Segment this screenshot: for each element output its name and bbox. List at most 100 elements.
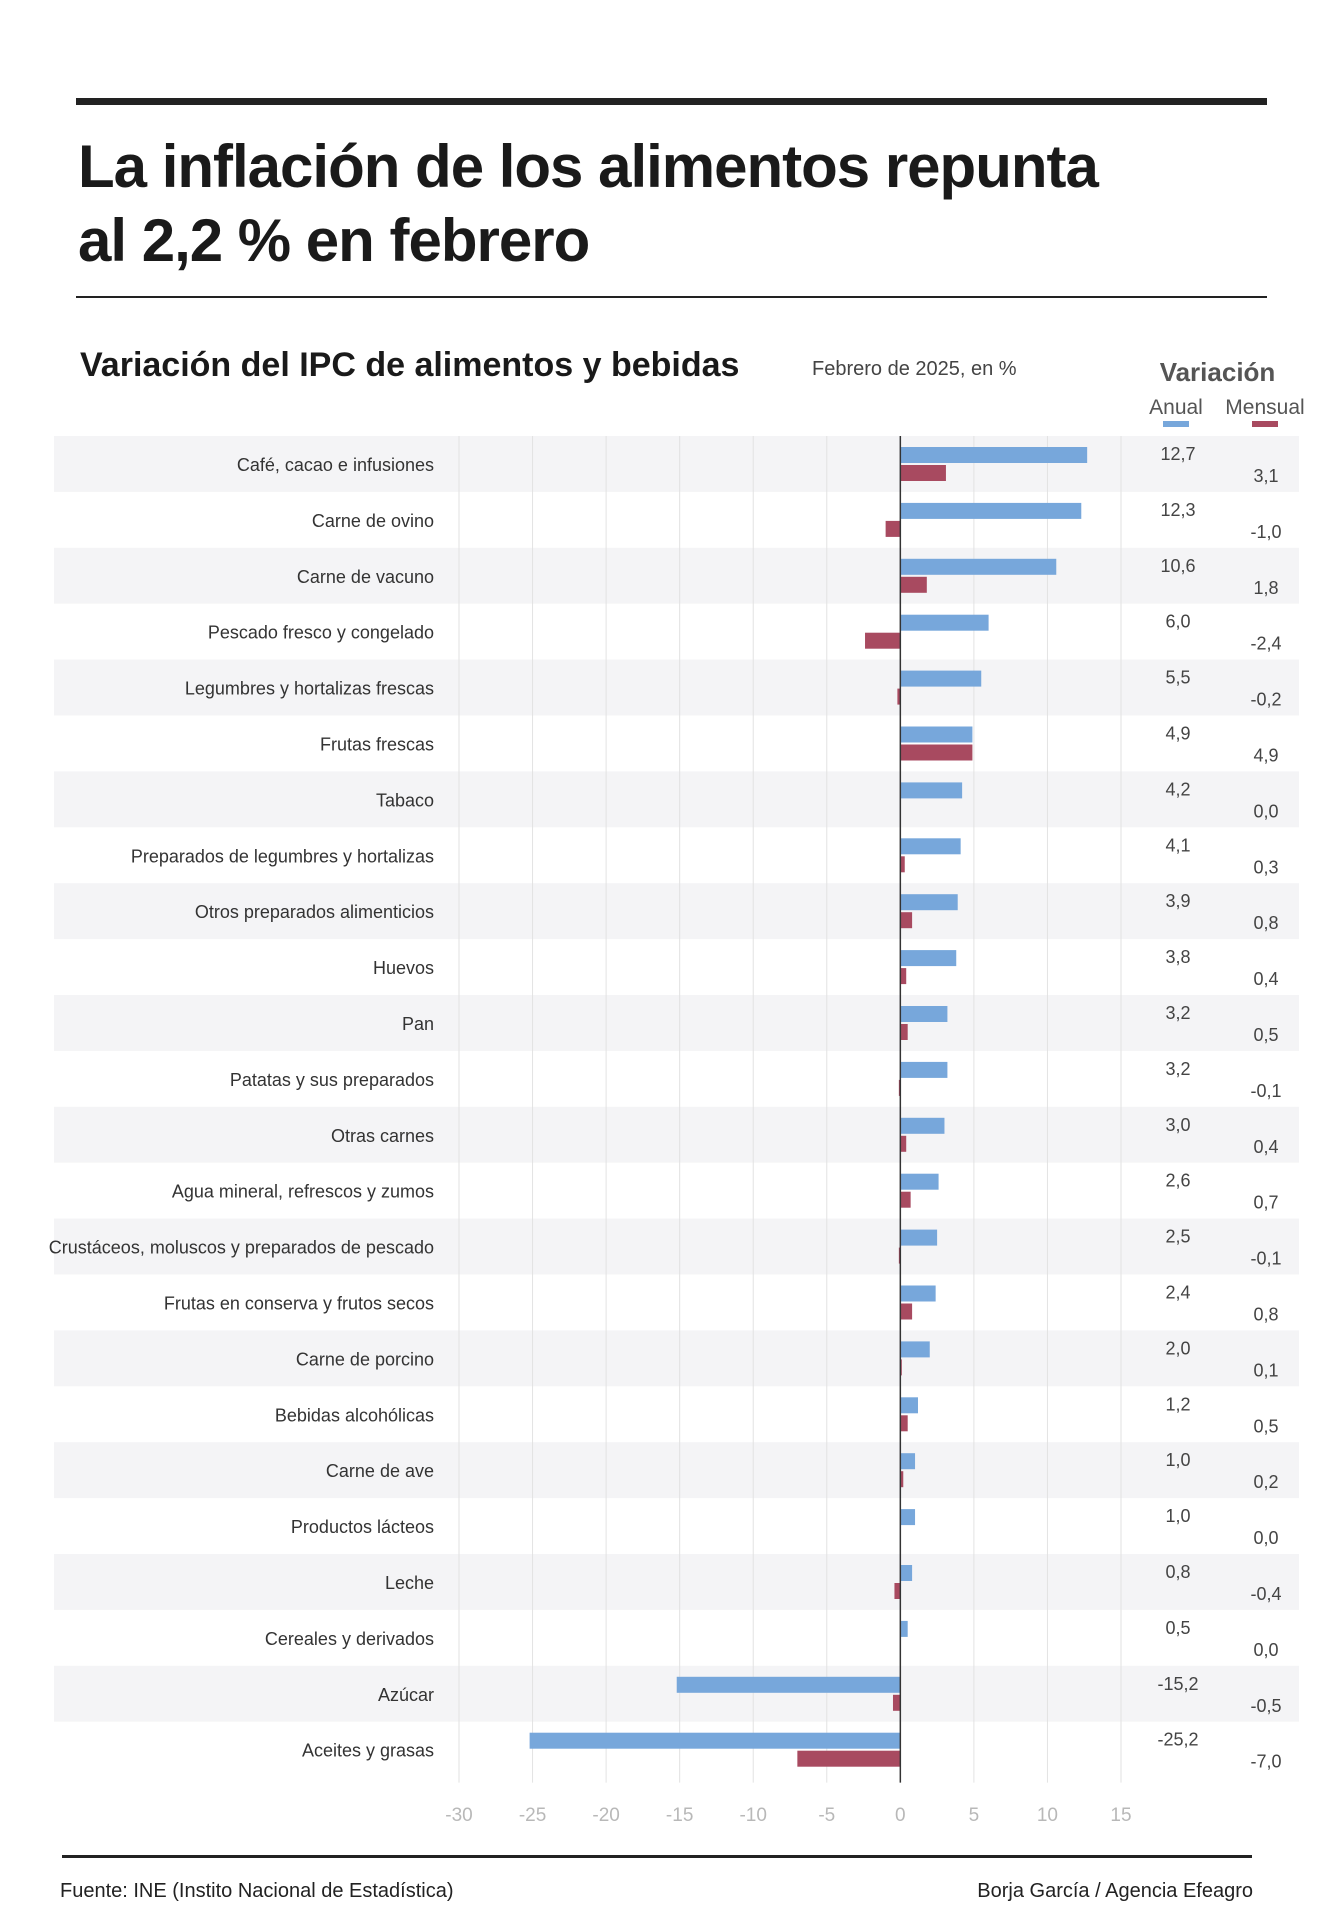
row-band [54,1554,1299,1610]
category-label: Pescado fresco y congelado [208,623,434,643]
anual-value-label: 3,0 [1165,1115,1190,1135]
anual-value-label: 6,0 [1165,612,1190,632]
anual-value-label: 4,2 [1165,779,1190,799]
bar-anual [900,950,957,967]
bar-mensual [900,1024,908,1040]
anual-value-label: 0,5 [1165,1618,1190,1638]
x-tick-label: -30 [445,1805,472,1826]
category-label: Preparados de legumbres y hortalizas [131,846,434,866]
mensual-value-label: 0,8 [1253,913,1278,933]
anual-value-label: 1,0 [1165,1506,1190,1526]
bar-anual [900,502,1082,519]
bar-anual [900,838,961,855]
x-tick-label: 5 [969,1805,980,1826]
mensual-value-label: 1,8 [1253,578,1278,598]
legend-mensual-swatch [1252,421,1278,427]
source-text: Fuente: INE (Instito Nacional de Estadís… [60,1880,454,1902]
category-label: Frutas en conserva y frutos secos [164,1294,434,1314]
row-band [54,883,1299,940]
anual-value-label: 4,9 [1165,724,1190,744]
bar-mensual [900,576,927,593]
anual-value-label: 10,6 [1160,556,1195,576]
anual-value-label: -15,2 [1157,1674,1198,1694]
mensual-value-label: 0,1 [1253,1360,1278,1380]
bar-anual [900,1285,936,1302]
mensual-value-label: 0,0 [1253,801,1278,821]
bar-mensual [900,856,905,873]
bar-anual [900,1341,930,1358]
bar-anual [900,1006,948,1022]
category-label: Productos lácteos [291,1517,434,1537]
category-label: Crustáceos, moluscos y preparados de pes… [49,1238,434,1258]
category-label: Otras carnes [331,1126,434,1146]
mensual-value-label: 0,2 [1253,1472,1278,1492]
anual-value-label: 4,1 [1165,835,1190,855]
mensual-value-label: 0,5 [1253,1025,1278,1045]
chart-subtitle: Febrero de 2025, en % [812,358,1017,380]
category-label: Azúcar [378,1685,434,1705]
category-label: Otros preparados alimenticios [195,902,434,922]
bar-anual [900,894,958,911]
mensual-value-label: 0,0 [1253,1640,1278,1660]
mensual-value-label: -7,0 [1250,1752,1281,1772]
row-band [54,1330,1299,1387]
title-rule [76,296,1267,298]
title-line-2: al 2,2 % en febrero [78,207,590,274]
category-label: Leche [385,1573,434,1593]
row-band [54,995,1299,1051]
category-label: Frutas frescas [320,735,434,755]
bar-anual [900,782,963,799]
bar-anual [900,1229,938,1246]
row-band [54,1665,1299,1722]
top-rule [76,98,1267,105]
category-label: Aceites y grasas [302,1741,434,1761]
anual-value-label: 3,9 [1165,891,1190,911]
bar-anual [900,614,989,631]
bar-mensual [900,1191,911,1208]
bar-mensual [900,1303,913,1320]
mensual-value-label: 0,4 [1253,969,1278,989]
mensual-value-label: 0,0 [1253,1528,1278,1548]
x-tick-label: -10 [739,1805,766,1826]
mensual-value-label: 0,8 [1253,1305,1278,1325]
mensual-value-label: -0,1 [1250,1081,1281,1101]
anual-value-label: 3,2 [1165,1059,1190,1079]
bar-anual [676,1676,901,1693]
anual-value-label: 3,2 [1165,1003,1190,1023]
category-label: Pan [402,1014,434,1034]
category-label: Carne de porcino [296,1349,434,1369]
x-tick-label: -15 [666,1805,693,1826]
legend-anual-label: Anual [1149,396,1203,419]
chart-title: Variación del IPC de alimentos y bebidas [80,346,740,384]
category-label: Legumbres y hortalizas frescas [185,679,434,699]
row-band [54,436,1299,492]
category-label: Carne de ave [326,1461,434,1481]
row-band [54,1106,1299,1163]
bar-mensual [900,744,973,761]
bar-anual [900,1453,916,1470]
row-band [54,659,1299,716]
mensual-value-label: -0,1 [1250,1249,1281,1269]
mensual-value-label: 0,4 [1253,1137,1278,1157]
x-tick-label: -5 [818,1805,835,1826]
bar-anual [529,1732,901,1749]
anual-value-label: 2,6 [1165,1171,1190,1191]
bar-mensual [900,912,913,929]
bar-anual [900,558,1057,575]
bar-mensual [900,465,946,481]
category-label: Huevos [373,958,434,978]
bar-anual [900,447,1088,463]
mensual-value-label: 0,3 [1253,857,1278,877]
anual-value-label: 1,0 [1165,1450,1190,1470]
x-tick-label: -25 [519,1805,546,1826]
row-band [54,771,1299,828]
legend-mensual-label: Mensual [1225,396,1305,419]
bar-mensual [797,1750,901,1767]
bar-mensual [900,1415,908,1432]
bar-anual [900,1509,916,1526]
mensual-value-label: -0,2 [1250,690,1281,710]
category-label: Carne de vacuno [297,567,434,587]
row-band [54,1218,1299,1275]
x-tick-label: 15 [1110,1805,1131,1826]
